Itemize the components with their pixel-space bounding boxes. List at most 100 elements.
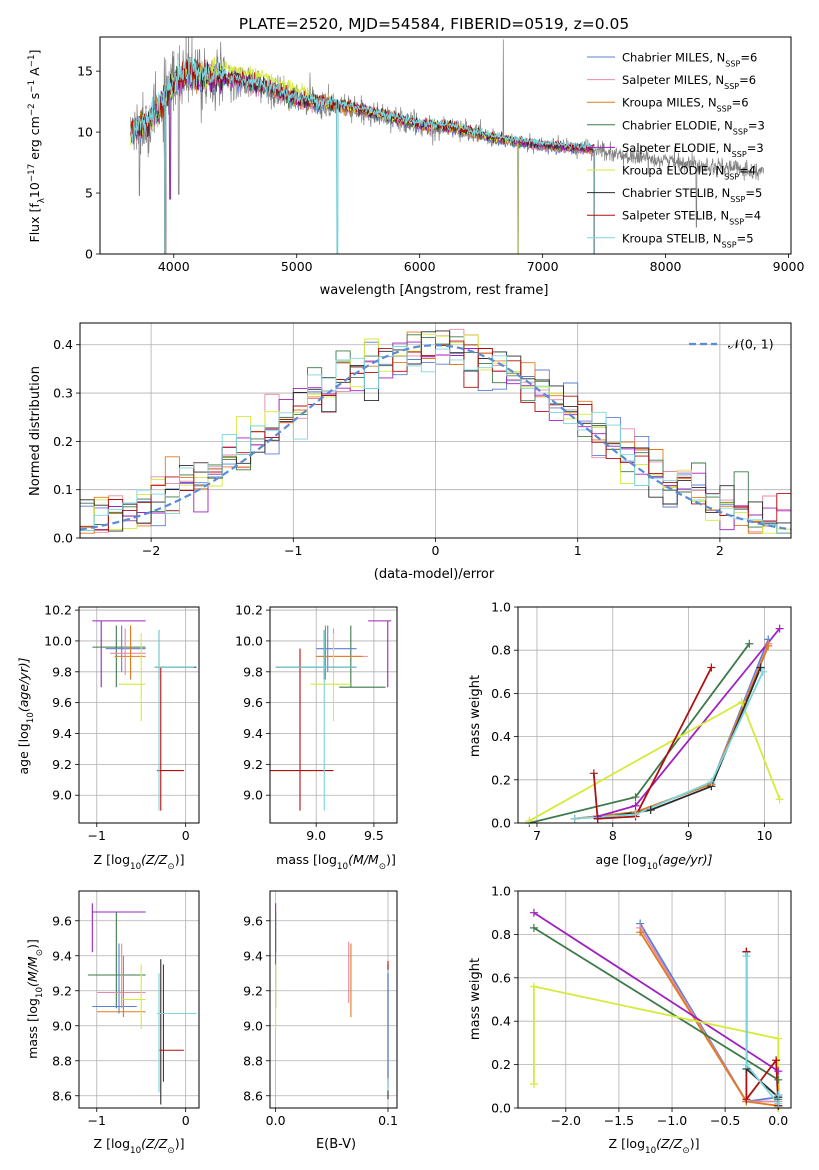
spectrum-ylabel-part: erg cm xyxy=(27,116,42,164)
weight_vs_age-marker-kroupa_elodie xyxy=(775,795,784,804)
spectrum-legend-label-part: Salpeter MILES, N xyxy=(622,73,724,87)
residuals-xtick-label: −2 xyxy=(142,543,160,558)
age_vs_z-ylabel: age [log10(age/yr)] xyxy=(16,657,36,774)
spectrum-ylabel-part: −17 xyxy=(27,164,37,182)
weight_vs_age-xlabel: age [log10(age/yr)] xyxy=(595,852,712,872)
spectrum-axes: 4000 5000 6000 7000 8000 9000 0 5 10 15 Chabrier M… xyxy=(27,36,805,298)
age_vs_z-xlabel-part: (Z/Z xyxy=(141,852,168,867)
weight_vs_z-xlabel-part: (Z/Z xyxy=(656,1136,683,1151)
spectrum-legend-label-part: SSP xyxy=(722,240,737,249)
weight_vs_z-xlabel: Z [log10(Z/Z⊙)] xyxy=(609,1136,700,1156)
mass_vs_ebv-axes: 0.0 0.1 8.6 8.8 9.0 9.2 9.4 9.6 E(B-V) xyxy=(243,890,398,1152)
weight_vs_age-xlabel-part: 10 xyxy=(647,862,658,872)
spectrum-ytick-label: 5 xyxy=(85,186,93,201)
spectrum-legend-label-part: SSP xyxy=(724,82,739,91)
age_vs_mass-xlabel-part: 10 xyxy=(337,862,348,872)
weight_vs_age-marker-chabrier_elodie xyxy=(631,793,640,802)
weight_vs_z-xtick-label: −1.0 xyxy=(657,1113,687,1128)
weight_vs_z-marker-kroupa_miles xyxy=(636,928,645,937)
spectrum-xtick-label: 8000 xyxy=(650,259,682,274)
weight_vs_z-marker-chabrier_elodie xyxy=(774,1075,783,1084)
mass_vs_z-ylabel-part: ⊙ xyxy=(35,949,45,956)
spectrum-model-line-kroupa_stelib xyxy=(130,57,595,254)
weight_vs_age-marker-salpeter_stelib xyxy=(707,663,716,672)
weight_vs_age-ytick-label: 0.2 xyxy=(491,772,511,787)
mass_vs_ebv-xtick-label: 0.1 xyxy=(378,1113,398,1128)
age_vs_mass-xlabel-part: )] xyxy=(386,852,396,867)
mass_vs_z-frame xyxy=(78,890,200,1109)
spectrum-legend-label: Chabrier MILES, NSSP=6 xyxy=(622,51,757,69)
weight_vs_age-xlabel-part: (age/yr)] xyxy=(658,852,713,867)
mass_vs_z-ytick-label: 9.4 xyxy=(52,948,72,963)
age_vs_z-ytick-label: 9.4 xyxy=(52,726,72,741)
mass_vs_ebv-ytick-label: 9.0 xyxy=(243,1018,263,1033)
age_vs_mass-xlabel-part: (M/M xyxy=(348,852,379,867)
mass_vs_z-ytick-label: 9.0 xyxy=(52,1018,72,1033)
weight_vs_age-xtick-label: 7 xyxy=(533,828,541,843)
age_vs_z-xlabel: Z [log10(Z/Z⊙)] xyxy=(94,852,185,872)
residuals-ytick-label: 0.2 xyxy=(53,434,73,449)
weight_vs_age-marker-salpeter_elodie xyxy=(631,801,640,810)
spectrum-xtick-label: 6000 xyxy=(404,259,436,274)
weight_vs_age-marker-salpeter_stelib xyxy=(589,769,598,778)
weight_vs_age-marker-chabrier_stelib xyxy=(646,806,655,815)
weight_vs_z-marker-chabrier_elodie xyxy=(529,923,538,932)
weight_vs_z-frame xyxy=(517,890,792,1109)
spectrum-legend-label-part: Chabrier MILES, N xyxy=(622,51,725,65)
age_vs_z-ytick-label: 10.2 xyxy=(44,603,72,618)
residuals-xlabel: (data-model)/error xyxy=(374,567,495,582)
weight_vs_age-xtick-label: 8 xyxy=(609,828,617,843)
residuals-xtick-label: 0 xyxy=(432,543,440,558)
spectrum-legend-label-part: SSP xyxy=(729,217,744,226)
mass_vs_z-ytick-label: 9.2 xyxy=(52,983,72,998)
mass_vs_z-plot-area xyxy=(87,903,197,1105)
age_vs_mass-frame xyxy=(269,606,398,824)
spectrum-legend-label-part: =3 xyxy=(747,141,764,155)
spectrum-legend-label-part: =4 xyxy=(739,164,756,178)
weight_vs_age-ytick-label: 0.4 xyxy=(491,729,511,744)
mass_vs_ebv-xtick-label: 0.0 xyxy=(266,1113,286,1128)
mass_vs_ebv-ytick-label: 9.6 xyxy=(243,913,263,928)
weight_vs_age-frame xyxy=(517,606,792,824)
age_vs_z-ylabel-part: 10 xyxy=(26,712,36,723)
spectrum-legend-label: Kroupa STELIB, NSSP=5 xyxy=(622,231,754,249)
spectrum-legend-label-part: Kroupa STELIB, N xyxy=(622,231,722,245)
age_vs_mass-xlabel-part: ⊙ xyxy=(379,862,386,872)
residuals-ytick-label: 0.1 xyxy=(53,482,73,497)
age_vs_z-xlabel-part: ⊙ xyxy=(167,862,174,872)
weight_vs_z-marker-kroupa_stelib xyxy=(742,952,751,961)
age_vs_z-ytick-label: 9.0 xyxy=(52,788,72,803)
age_vs_mass-ytick-label: 9.0 xyxy=(243,788,263,803)
weight_vs_age-marker-chabrier_stelib xyxy=(756,663,765,672)
weight_vs_age-marker-kroupa_stelib xyxy=(758,667,767,676)
weight_vs_z-xtick-label: −2.0 xyxy=(551,1113,581,1128)
spectrum-ylabel-part: 10 xyxy=(27,182,42,198)
residuals-ytick-label: 0.4 xyxy=(53,337,73,352)
spectrum-legend-label-part: SSP xyxy=(733,127,748,136)
mass_vs_z-ytick-label: 8.6 xyxy=(52,1088,72,1103)
weight_vs_age-xtick-label: 10 xyxy=(757,828,773,843)
spectrum-ylabel-part: −2 xyxy=(27,103,37,116)
weight_vs_z-xlabel-part: )] xyxy=(690,1136,700,1151)
weight_vs_age-series-kroupa_stelib xyxy=(574,671,764,820)
mass_vs_z-xlabel-part: )] xyxy=(175,1136,185,1151)
weight_vs_z-xlabel-part: Z [log xyxy=(609,1136,645,1151)
spectrum-legend-label-part: SSP xyxy=(717,104,732,113)
weight_vs_age-marker-kroupa_elodie xyxy=(525,816,534,825)
mass_vs_z-xlabel-part: ⊙ xyxy=(167,1146,174,1156)
spectrum-legend-label-part: SSP xyxy=(732,149,747,158)
age_vs_z-xtick-label: 0 xyxy=(182,828,190,843)
spectrum-ytick-label: 10 xyxy=(77,125,93,140)
weight_vs_z-xtick-label: 0.0 xyxy=(768,1113,788,1128)
age_vs_mass-ytick-label: 9.2 xyxy=(243,757,263,772)
weight_vs_age-xtick-label: 9 xyxy=(685,828,693,843)
weight_vs_age-marker-kroupa_stelib xyxy=(707,777,716,786)
age_vs_z-ylabel-part: age [log xyxy=(16,723,31,774)
spectrum-legend-label: Salpeter MILES, NSSP=6 xyxy=(622,73,756,91)
spectrum-xtick-label: 9000 xyxy=(773,259,805,274)
weight_vs_age-ylabel: mass weight xyxy=(468,675,483,757)
spectrum-xtick-label: 5000 xyxy=(281,259,313,274)
residuals-normal-curve xyxy=(80,344,791,531)
spectrum-ylabel-part: A xyxy=(27,67,42,80)
